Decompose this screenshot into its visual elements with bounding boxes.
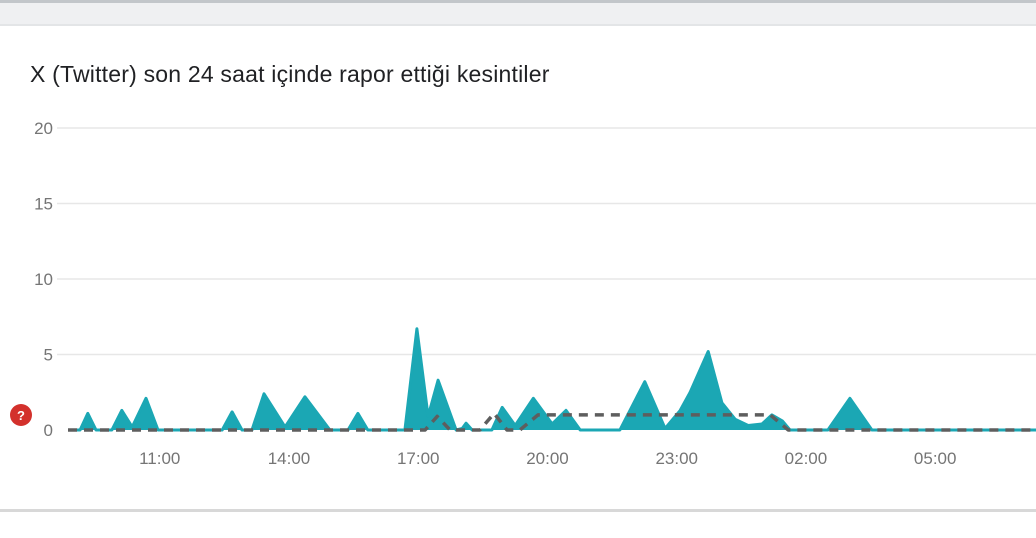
- x-tick-label-14:00: 14:00: [268, 449, 311, 468]
- x-tick-label-23:00: 23:00: [655, 449, 698, 468]
- top-bar: [0, 0, 1036, 26]
- y-tick-label-10: 10: [34, 270, 53, 289]
- help-icon-glyph: ?: [17, 407, 25, 423]
- x-tick-label-17:00: 17:00: [397, 449, 440, 468]
- x-tick-label-11:00: 11:00: [139, 449, 180, 468]
- x-tick-label-02:00: 02:00: [785, 449, 828, 468]
- reported-outages-line: [68, 327, 1036, 432]
- typical-baseline-line: [68, 411, 1036, 432]
- help-icon[interactable]: ?: [10, 404, 32, 426]
- y-tick-label-20: 20: [34, 119, 53, 138]
- bottom-divider: [0, 509, 1036, 512]
- y-tick-label-0: 0: [44, 421, 53, 440]
- chart-title: X (Twitter) son 24 saat içinde rapor ett…: [30, 61, 550, 87]
- y-tick-label-5: 5: [44, 346, 53, 365]
- y-tick-label-15: 15: [34, 195, 53, 214]
- x-tick-label-05:00: 05:00: [914, 449, 957, 468]
- x-tick-label-20:00: 20:00: [526, 449, 569, 468]
